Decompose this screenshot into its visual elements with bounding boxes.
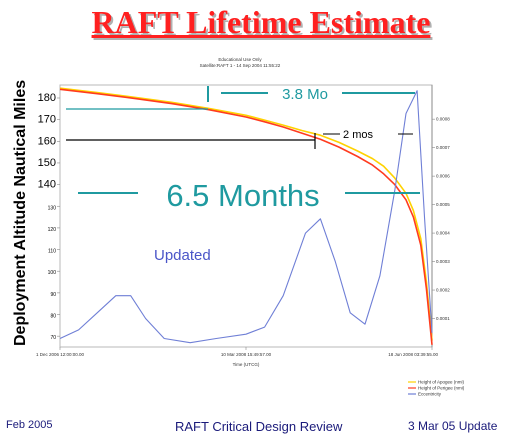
- y-tick-label: 130: [48, 205, 57, 211]
- y-axis-ticks: 180 170 160 150 140 130 120 110 100 90 80 70: [38, 92, 60, 341]
- plot-area: [59, 84, 433, 348]
- y-tick-label: 140: [38, 179, 56, 191]
- series-group: [59, 87, 433, 345]
- x-tick-label: 10 Mar 2008 15:49:57.00: [221, 352, 272, 357]
- footer-update: 3 Mar 05 Update: [408, 419, 498, 433]
- y-tick-label: 150: [38, 157, 56, 169]
- y-tick-label: 80: [50, 314, 56, 320]
- big-duration-label: 6.5 Months: [166, 178, 319, 213]
- legend: Height of Apogee (nmi)Height of Perigee …: [408, 380, 465, 397]
- y2-axis-ticks: 0.0008 0.0007 0.0006 0.0005 0.0004 0.0003 0.00…: [432, 117, 450, 321]
- y2-tick-label: 0.0004: [436, 231, 450, 236]
- y-tick-label: 160: [38, 135, 56, 147]
- chart-header-line-2: Satellite:RAFT 1 - 14 Sep 2004 11:55:22: [200, 63, 281, 68]
- page-title: RAFT Lifetime Estimate: [91, 4, 431, 40]
- y2-tick-label: 0.0003: [436, 259, 450, 264]
- legend-label: Eccentricity: [418, 392, 442, 397]
- small-duration-label: 2 mos: [343, 129, 373, 141]
- series-line-0: [59, 87, 433, 341]
- mid-duration-label: 3.8 Mo: [282, 86, 328, 103]
- x-tick-label: 1 Dec 2006 12:00:00.00: [36, 352, 85, 357]
- updated-label: Updated: [154, 247, 211, 264]
- series-line-2: [59, 90, 433, 344]
- footer-date: Feb 2005: [6, 419, 53, 431]
- chart-header-line-1: Educational Use Only: [218, 57, 262, 62]
- y-tick-label: 110: [48, 249, 56, 255]
- series-line-1: [59, 88, 433, 345]
- y-tick-label: 120: [48, 227, 57, 233]
- y2-tick-label: 0.0008: [436, 117, 450, 122]
- x-axis-ticks: 1 Dec 2006 12:00:00.00 10 Mar 2008 15:49:…: [36, 347, 438, 357]
- y-tick-label: 100: [48, 270, 57, 276]
- y-tick-label: 180: [38, 92, 56, 104]
- y-tick-label: 70: [50, 335, 56, 341]
- footer-title: RAFT Critical Design Review: [175, 419, 343, 434]
- y2-tick-label: 0.0002: [436, 288, 450, 293]
- y2-tick-label: 0.0001: [436, 316, 450, 321]
- x-tick-label: 18 Jun 2008 03:39:55.00: [388, 352, 438, 357]
- x-axis-title: Time (UTCG): [233, 362, 260, 367]
- legend-label: Height of Apogee (nmi): [418, 380, 465, 385]
- y2-tick-label: 0.0006: [436, 174, 450, 179]
- legend-label: Height of Perigee (nmi): [418, 386, 465, 391]
- y2-tick-label: 0.0007: [436, 145, 450, 150]
- y-tick-label: 170: [38, 114, 56, 126]
- y-tick-label: 90: [50, 292, 56, 298]
- y2-tick-label: 0.0005: [436, 202, 450, 207]
